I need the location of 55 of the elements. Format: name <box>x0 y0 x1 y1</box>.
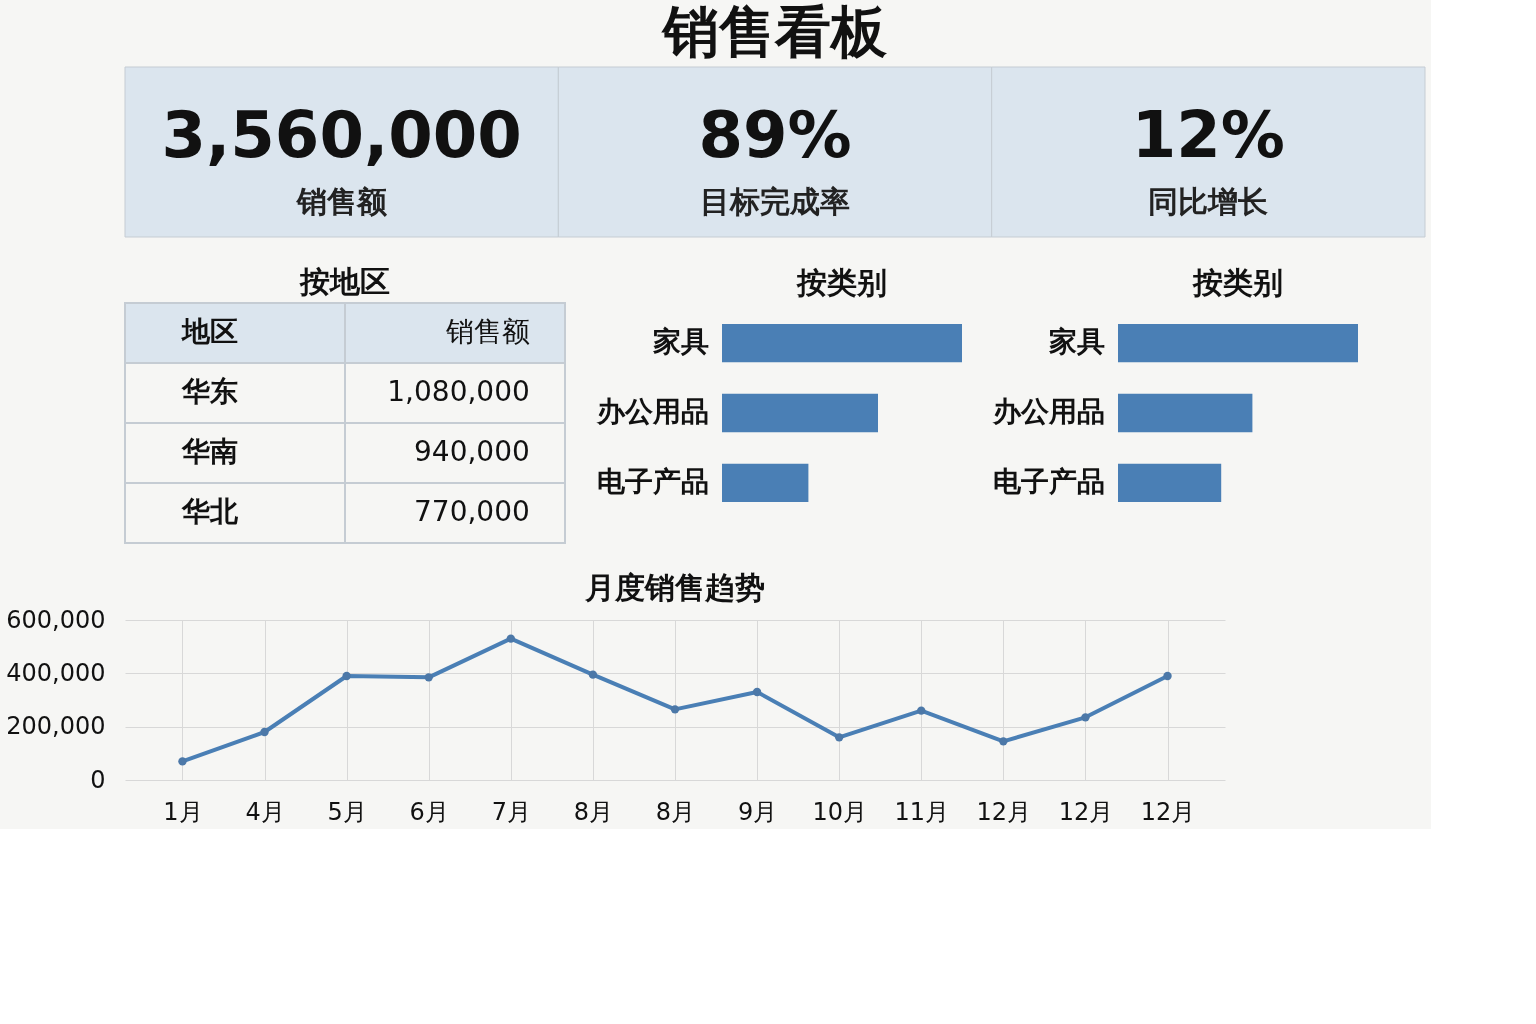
data-label: 1,080,000 <box>387 375 530 408</box>
x-tick-label: 6月 <box>409 797 449 826</box>
chart-title: 月度销售趋势 <box>584 570 765 605</box>
y-tick-label: 办公用品 <box>991 395 1105 428</box>
category-label: 目标完成率 <box>700 184 850 219</box>
point <box>506 634 515 643</box>
chart-title: 按类别 <box>796 265 887 300</box>
x-tick-label: 12月 <box>1058 797 1114 826</box>
text: 地区 <box>180 315 239 348</box>
y-tick-label: 0 <box>90 765 106 794</box>
x-tick-label: 12月 <box>976 797 1032 826</box>
y-tick-label: 办公用品 <box>595 395 709 428</box>
y-tick-label: 400,000 <box>6 658 106 687</box>
point <box>670 705 680 714</box>
category-label: 华北 <box>181 495 240 528</box>
data-label: 940,000 <box>414 435 530 468</box>
data-label: 770,000 <box>414 495 530 528</box>
category-label: 同比增长 <box>1148 184 1269 219</box>
point <box>999 737 1008 746</box>
point <box>260 727 269 737</box>
y-tick-label: 电子产品 <box>596 464 709 498</box>
y-tick-label: 家具 <box>651 325 709 359</box>
x-tick-label: 5月 <box>327 797 367 826</box>
text: 销售看板 <box>661 0 888 64</box>
point <box>342 671 351 681</box>
point <box>835 733 844 742</box>
chart-title: 按类别 <box>1192 265 1283 300</box>
point <box>1163 671 1172 681</box>
point <box>752 687 762 697</box>
x-tick-label: 10月 <box>812 797 867 826</box>
category-label: 华南 <box>181 435 239 468</box>
x-tick-label: 7月 <box>491 797 531 826</box>
y-tick-label: 200,000 <box>6 712 106 741</box>
x-tick-label: 1月 <box>163 797 203 826</box>
point <box>588 670 598 679</box>
y-tick-label: 家具 <box>1047 325 1105 359</box>
x-tick-label: 8月 <box>655 797 696 826</box>
data-label: 12% <box>1131 98 1285 173</box>
y-tick-label: 电子产品 <box>992 464 1105 498</box>
x-tick-label: 8月 <box>573 797 614 826</box>
data-label: 3,560,000 <box>161 98 522 173</box>
x-tick-label: 12月 <box>1140 797 1196 826</box>
y-tick-label: 600,000 <box>6 605 106 634</box>
data-label: 89% <box>698 98 852 173</box>
category-label: 销售额 <box>294 184 387 219</box>
text: 按地区 <box>299 264 390 299</box>
point <box>178 757 187 766</box>
text: 销售额 <box>444 315 530 348</box>
point <box>917 706 926 715</box>
x-tick-label: 4月 <box>245 797 285 826</box>
x-tick-label: 11月 <box>894 797 950 826</box>
x-tick-label: 9月 <box>737 797 778 826</box>
point <box>424 673 433 682</box>
point <box>1081 713 1090 722</box>
category-label: 华东 <box>181 375 239 408</box>
